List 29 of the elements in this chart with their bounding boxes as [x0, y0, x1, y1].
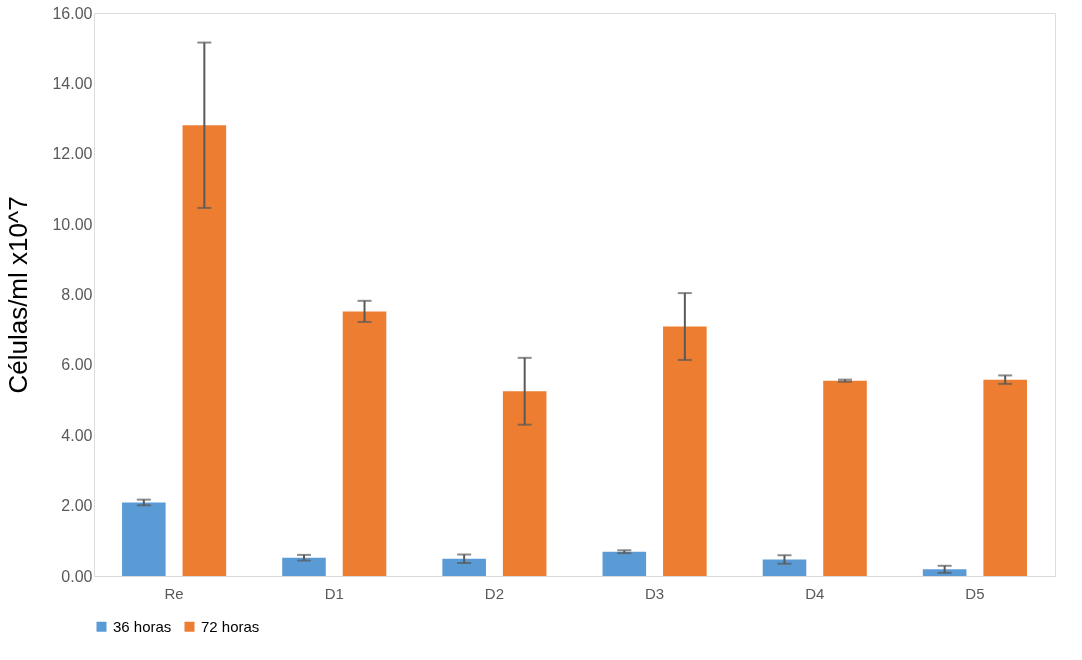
y-tick-label: 10.00: [52, 215, 93, 233]
x-tick-label: D2: [484, 584, 505, 602]
y-tick-label: 14.00: [52, 74, 93, 92]
y-tick-label: 2.00: [61, 497, 93, 515]
x-tick-label: D3: [644, 584, 665, 602]
bar: [342, 311, 387, 576]
y-tick-label: 16.00: [52, 4, 93, 22]
y-tick-label: 8.00: [61, 286, 93, 303]
x-tick-label: D4: [805, 584, 825, 602]
legend-label: 72 horas: [201, 617, 260, 635]
bar: [983, 379, 1027, 576]
bar: [502, 391, 547, 576]
y-tick-label: 0.00: [61, 567, 93, 585]
y-tick-label: 6.00: [61, 356, 93, 374]
bar: [122, 502, 166, 576]
x-tick-label: D5: [965, 584, 985, 602]
bar: [182, 125, 227, 576]
bar: [762, 559, 807, 576]
bar: [442, 558, 486, 576]
x-tick-label: D1: [324, 584, 344, 602]
legend-label: 36 horas: [113, 617, 172, 635]
bar: [602, 551, 647, 576]
y-tick-label: 4.00: [61, 426, 93, 444]
x-tick-label: Re: [164, 584, 184, 602]
bar: [663, 326, 707, 576]
y-tick-label: 12.00: [52, 145, 93, 163]
bar: [823, 380, 867, 576]
y-axis-title: Células/ml x10^7: [3, 196, 34, 394]
bar: [282, 557, 326, 576]
